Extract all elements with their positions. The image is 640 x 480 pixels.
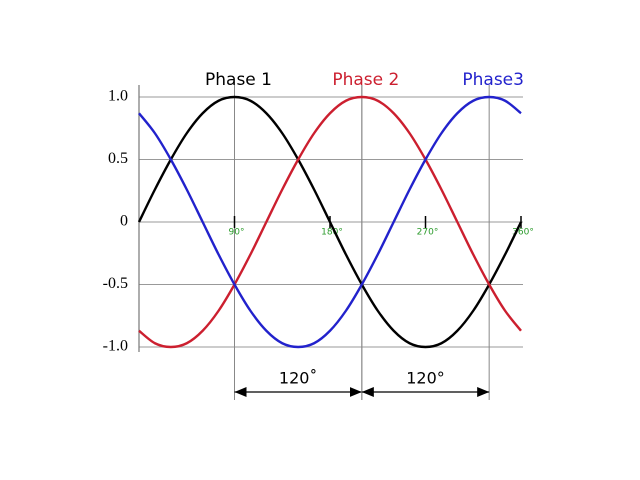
legend-label: Phase 1 — [205, 70, 272, 90]
y-tick-label: 0.5 — [108, 150, 128, 167]
series-line — [138, 95, 522, 349]
annotation: 120° — [406, 369, 445, 388]
y-tick-label: -1.0 — [103, 338, 128, 355]
x-tick-label: 360° — [512, 228, 534, 238]
series-line — [138, 95, 522, 349]
x-tick-label: 270° — [417, 228, 439, 238]
legend-label: Phase3 — [462, 70, 524, 90]
annotation: 120˚ — [279, 369, 318, 388]
y-tick-label: 1.0 — [108, 88, 128, 105]
x-tick-label: 90° — [229, 228, 245, 238]
series-line — [137, 95, 523, 349]
legend-label: Phase 2 — [332, 70, 399, 90]
y-tick-label: -0.5 — [103, 275, 128, 292]
x-tick-label: 180° — [321, 228, 343, 238]
y-tick-label: 0 — [120, 213, 128, 230]
